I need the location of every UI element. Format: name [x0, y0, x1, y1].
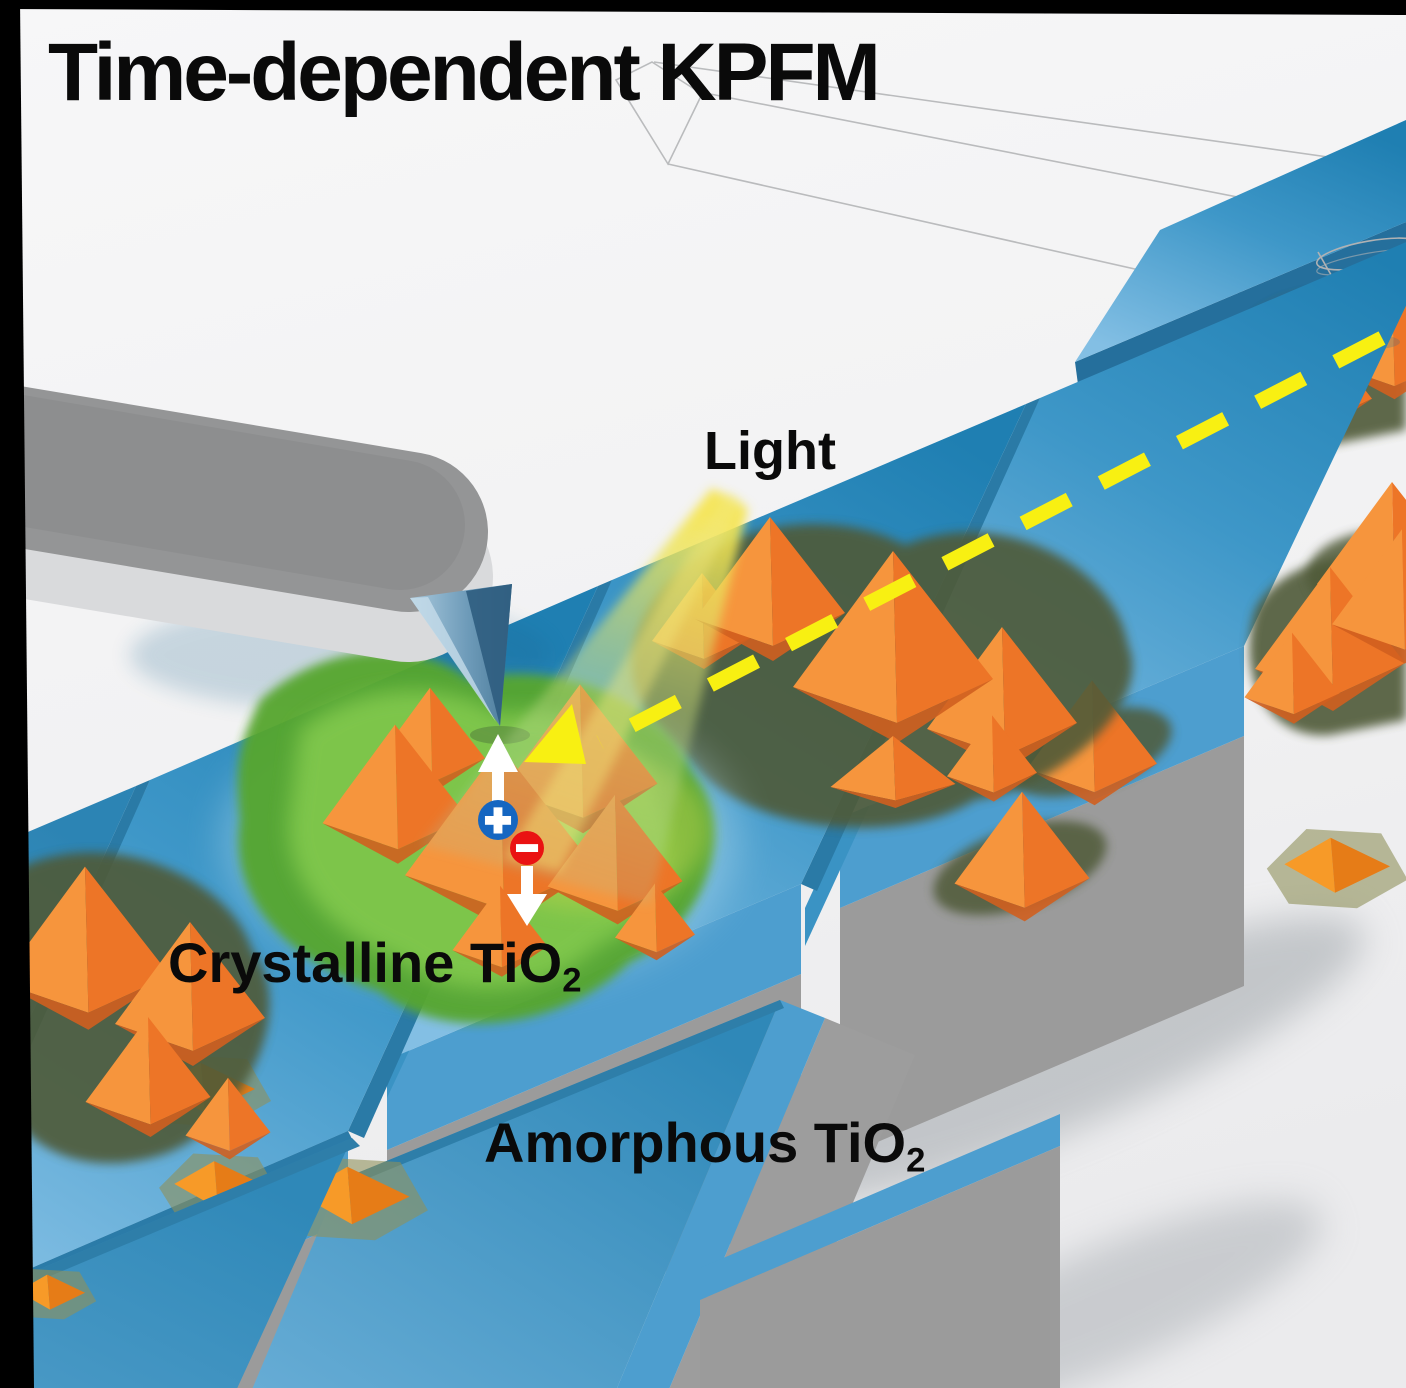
- amorphous-label-main: Amorphous TiO: [484, 1111, 907, 1174]
- charge-separation: + −: [478, 734, 547, 926]
- crystalline-label-main: Crystalline TiO: [168, 931, 563, 994]
- tile-a: [0, 786, 271, 1164]
- down-arrow-icon: [507, 866, 547, 926]
- tile-front-right-base: [700, 1114, 1060, 1388]
- scan-dashed-line: [596, 331, 1386, 749]
- tip-cone: [410, 584, 512, 726]
- light-label: Light: [704, 421, 836, 481]
- negative-charge-icon: [510, 831, 544, 865]
- crystalline-label-sub: 2: [562, 961, 582, 1000]
- crystalline-label: Crystalline TiO2: [168, 930, 582, 1001]
- scan-arrow-icon: [524, 704, 586, 764]
- cantilever: [0, 382, 493, 662]
- negative-charge-symbol: −: [516, 827, 537, 868]
- scan-path: [524, 331, 1386, 764]
- figure-title: Time-dependent KPFM: [48, 27, 881, 118]
- amorphous-label-sub: 2: [906, 1141, 926, 1180]
- tile-front-left: [0, 1138, 360, 1388]
- amorphous-label: Amorphous TiO2: [484, 1110, 925, 1181]
- positive-charge-symbol: +: [485, 796, 511, 845]
- positive-charge-icon: [478, 800, 518, 840]
